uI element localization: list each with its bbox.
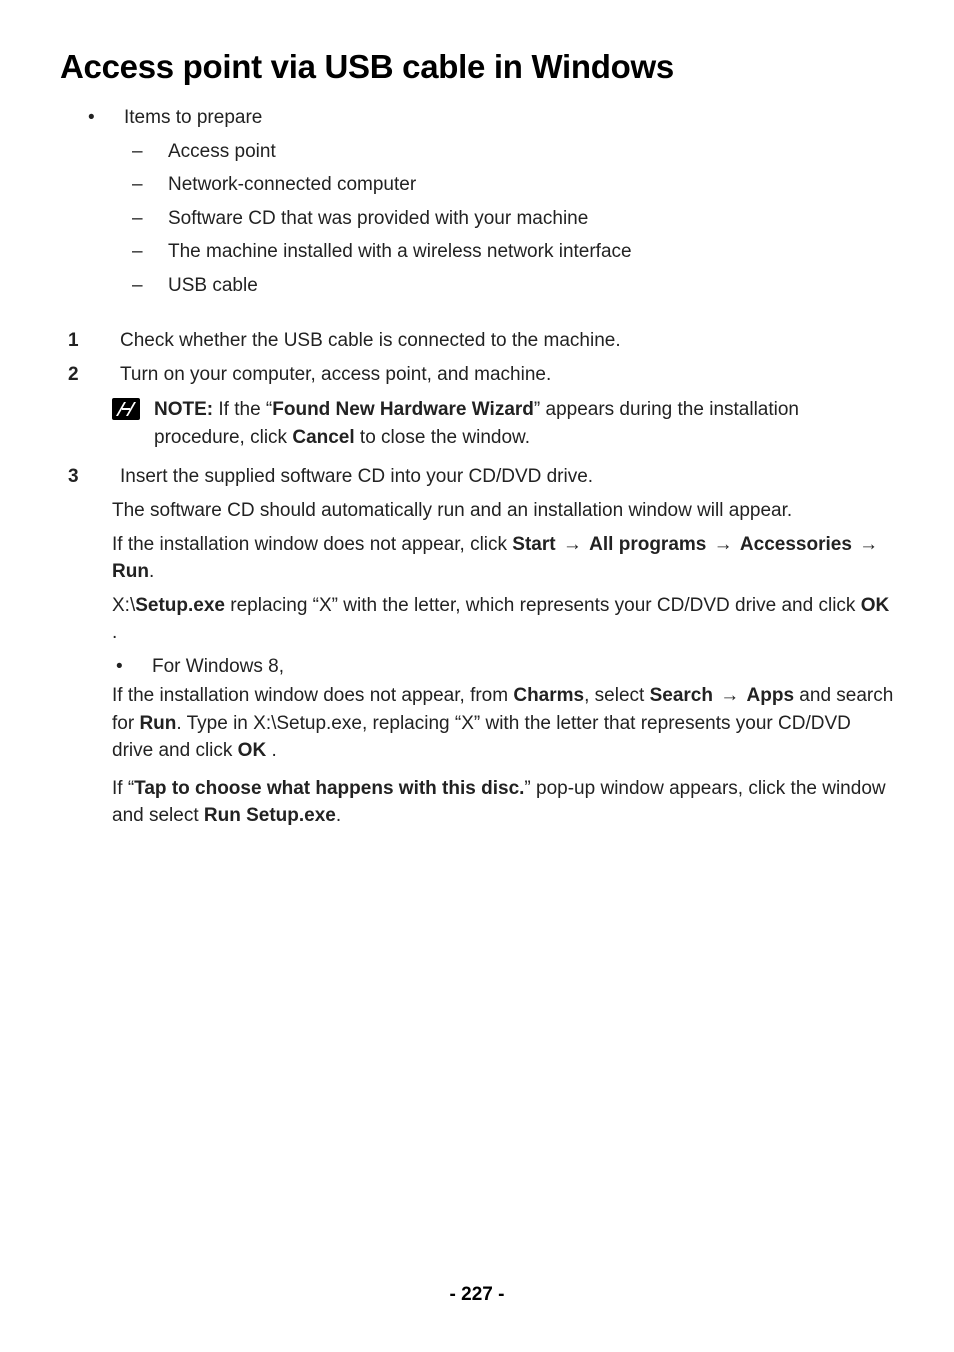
list-item: – Access point xyxy=(132,138,894,166)
arrow-right-icon: → xyxy=(718,682,741,710)
step-number: 2 xyxy=(60,361,120,389)
step-3: 3 Insert the supplied software CD into y… xyxy=(60,463,894,491)
step-3-para-1: The software CD should automatically run… xyxy=(112,497,894,525)
list-item-label: For Windows 8, xyxy=(152,653,284,681)
dash-icon: – xyxy=(132,272,168,300)
list-item-label: USB cable xyxy=(168,272,258,300)
page: Access point via USB cable in Windows • … xyxy=(0,0,954,1352)
step-3-para-2: If the installation window does not appe… xyxy=(112,531,894,586)
arrow-right-icon: → xyxy=(857,531,880,559)
arrow-right-icon: → xyxy=(712,531,735,559)
list-item-label: Software CD that was provided with your … xyxy=(168,205,588,233)
list-item-label: Items to prepare xyxy=(124,104,262,132)
dash-icon: – xyxy=(132,138,168,166)
sub-items: – Access point – Network-connected compu… xyxy=(132,138,894,300)
page-number: - 227 - xyxy=(0,1284,954,1306)
items-to-prepare: • Items to prepare xyxy=(88,104,894,132)
note-text: NOTE: If the “Found New Hardware Wizard”… xyxy=(154,396,894,451)
list-item-label: The machine installed with a wireless ne… xyxy=(168,238,632,266)
step-text: Insert the supplied software CD into you… xyxy=(120,463,894,491)
windows8-bullet: • For Windows 8, xyxy=(112,653,894,681)
arrow-right-icon: → xyxy=(561,531,584,559)
step-number: 1 xyxy=(60,327,120,355)
step-3-para-3: X:\Setup.exe replacing “X” with the lett… xyxy=(112,592,894,647)
windows8-para-2: If “Tap to choose what happens with this… xyxy=(112,775,894,830)
list-item: – Software CD that was provided with you… xyxy=(132,205,894,233)
dash-icon: – xyxy=(132,238,168,266)
page-title: Access point via USB cable in Windows xyxy=(60,48,894,86)
dash-icon: – xyxy=(132,205,168,233)
step-1: 1 Check whether the USB cable is connect… xyxy=(60,327,894,355)
list-item-label: Access point xyxy=(168,138,276,166)
dash-icon: – xyxy=(132,171,168,199)
windows8-para-1: If the installation window does not appe… xyxy=(112,682,894,765)
body-content: • Items to prepare – Access point – Netw… xyxy=(60,104,894,830)
step-2: 2 Turn on your computer, access point, a… xyxy=(60,361,894,389)
list-item: – USB cable xyxy=(132,272,894,300)
step-number: 3 xyxy=(60,463,120,491)
note-block: NOTE: If the “Found New Hardware Wizard”… xyxy=(112,396,894,451)
step-text: Turn on your computer, access point, and… xyxy=(120,361,894,389)
list-item: – Network-connected computer xyxy=(132,171,894,199)
note-icon xyxy=(112,396,154,451)
bullet-icon: • xyxy=(112,653,152,681)
list-item: – The machine installed with a wireless … xyxy=(132,238,894,266)
list-item: • Items to prepare xyxy=(88,104,894,132)
step-text: Check whether the USB cable is connected… xyxy=(120,327,894,355)
note-label: NOTE: xyxy=(154,399,213,420)
bullet-icon: • xyxy=(88,104,124,132)
list-item-label: Network-connected computer xyxy=(168,171,416,199)
